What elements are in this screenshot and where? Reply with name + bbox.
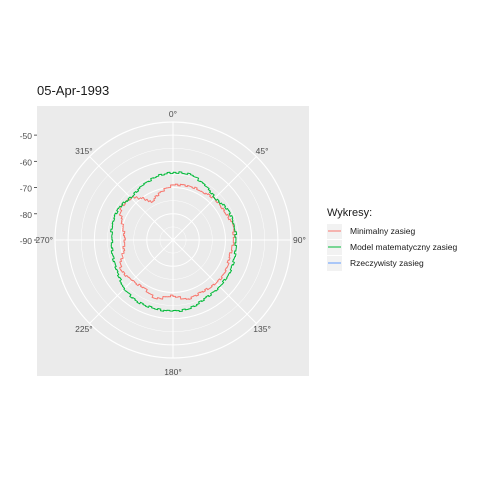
chart-title: 05-Apr-1993: [37, 83, 109, 98]
legend: Wykresy: Minimalny zasieg Model matematyc…: [327, 207, 458, 271]
legend-label: Rzeczywisty zasieg: [350, 258, 424, 268]
series-line: [118, 183, 236, 300]
angular-axis-labels: 0° 45° 90° 135° 180° 225° 270° 315°: [35, 109, 305, 377]
theta-tick-label: 135°: [253, 324, 271, 334]
legend-label: Minimalny zasieg: [350, 226, 415, 236]
series-layer: [110, 171, 238, 312]
legend-title: Wykresy:: [327, 207, 372, 219]
r-tick-label: -80: [20, 210, 33, 220]
theta-tick-label: 225°: [75, 324, 93, 334]
r-tick-label: -90: [20, 236, 33, 246]
theta-tick-label: 315°: [75, 146, 93, 156]
theta-tick-label: 90°: [293, 235, 306, 245]
polar-grid: [54, 121, 292, 359]
r-tick-label: -60: [20, 157, 33, 167]
r-tick-label: -70: [20, 184, 33, 194]
theta-tick-label: 45°: [256, 146, 269, 156]
theta-tick-label: 270°: [35, 235, 53, 245]
series-line: [110, 171, 238, 312]
theta-tick-label: 180°: [164, 367, 182, 377]
radial-axis-ticks: -50 -60 -70 -80 -90: [20, 131, 37, 246]
grid-spoke: [172, 239, 257, 324]
grid-spoke: [89, 239, 174, 324]
legend-label: Model matematyczny zasieg: [350, 242, 458, 252]
theta-tick-label: 0°: [169, 109, 177, 119]
r-tick-label: -50: [20, 131, 33, 141]
